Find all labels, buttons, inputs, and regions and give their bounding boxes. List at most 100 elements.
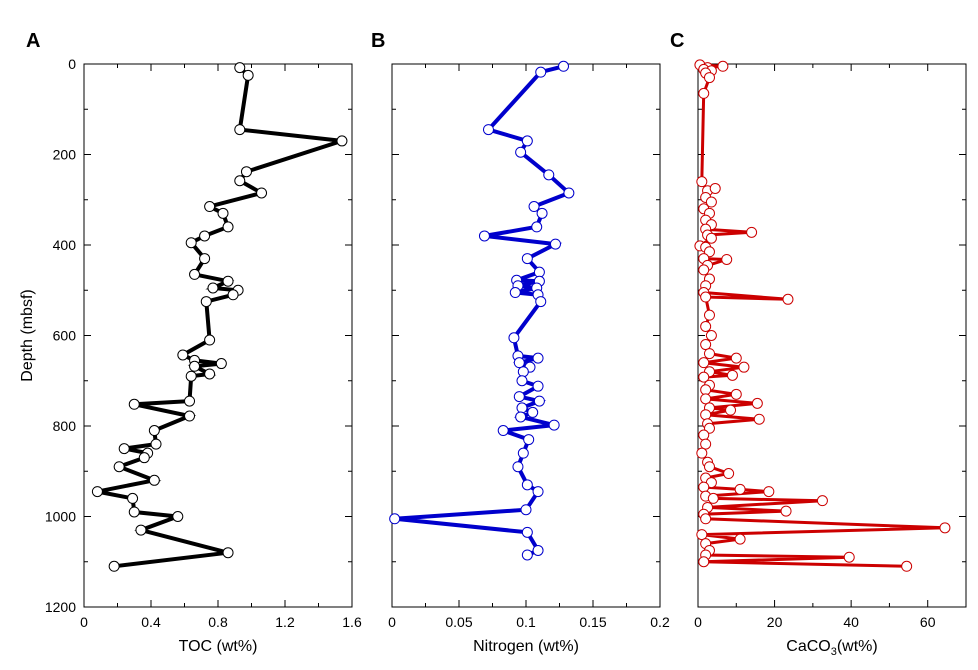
- data-point: [721, 253, 733, 265]
- panel-c: C 0 20 40 60 CaCO3(wt%): [670, 30, 967, 658]
- x-axis-title-main: CaCO: [786, 638, 830, 655]
- series-line: [394, 64, 573, 557]
- data-point: [521, 549, 533, 561]
- y-tick-label: 800: [53, 418, 77, 434]
- data-point: [516, 402, 528, 414]
- data-point: [200, 296, 212, 308]
- data-point: [723, 468, 735, 480]
- data-point: [515, 411, 527, 423]
- data-point: [118, 443, 130, 455]
- data-point: [753, 413, 765, 425]
- y-tick-label: 200: [53, 147, 77, 163]
- x-tick-label: 0.4: [141, 614, 161, 630]
- data-point: [700, 409, 712, 421]
- data-point: [336, 135, 348, 147]
- data-point: [696, 176, 708, 188]
- data-point: [698, 556, 710, 568]
- data-point: [515, 146, 527, 158]
- data-point: [521, 479, 533, 491]
- panel-a: A 0 0.4 0.8 1.2 1.6 0 200 400 600 800 1000 1200 TOC (…: [19, 30, 362, 655]
- data-point: [532, 380, 544, 392]
- data-point: [698, 429, 710, 441]
- data-point: [535, 296, 547, 308]
- data-point: [698, 371, 710, 383]
- data-point: [508, 332, 520, 344]
- plot-frame: [697, 63, 967, 608]
- data-point: [138, 452, 150, 464]
- data-point: [234, 62, 246, 74]
- data-point: [780, 505, 792, 517]
- x-axis-title-main: TOC (wt%): [179, 638, 258, 655]
- data-point: [150, 438, 162, 450]
- data-point: [204, 334, 216, 346]
- data-point: [189, 360, 201, 372]
- data-point: [700, 384, 712, 396]
- x-tick-label: 0: [694, 614, 702, 630]
- data-point: [533, 395, 545, 407]
- data-point: [215, 358, 227, 370]
- data-point: [705, 232, 717, 244]
- data-point: [256, 187, 268, 199]
- data-point: [521, 253, 533, 265]
- data-point: [389, 513, 401, 525]
- x-axis-title-subscript: 3: [831, 646, 837, 658]
- data-point: [703, 72, 715, 84]
- data-point: [516, 375, 528, 387]
- data-point: [222, 221, 234, 233]
- x-tick-label: 0.2: [650, 614, 670, 630]
- data-point: [185, 370, 197, 382]
- data-point: [939, 522, 951, 534]
- data-point: [532, 486, 544, 498]
- data-point: [698, 264, 710, 276]
- data-point: [204, 368, 216, 380]
- x-axis-title-main: Nitrogen (wt%): [473, 638, 579, 655]
- data-point: [509, 287, 521, 299]
- data-point: [199, 230, 211, 242]
- data-point: [148, 425, 160, 437]
- x-tick-label: 0.15: [579, 614, 606, 630]
- data-point: [482, 124, 494, 136]
- x-axis-title-tail: (wt%): [837, 638, 878, 655]
- data-point: [746, 226, 758, 238]
- data-point: [698, 87, 710, 99]
- data-point: [172, 511, 184, 522]
- data-point: [517, 447, 529, 459]
- x-tick-label: 0.05: [445, 614, 472, 630]
- data-point: [222, 275, 234, 287]
- data-point: [184, 395, 196, 407]
- data-point: [698, 357, 710, 369]
- data-point: [558, 60, 570, 72]
- x-tick-label: 60: [920, 614, 936, 630]
- data-point: [730, 352, 742, 364]
- data-point: [128, 506, 140, 518]
- data-point: [705, 196, 717, 208]
- data-point: [717, 60, 729, 72]
- data-point: [543, 169, 555, 181]
- data-point: [563, 187, 575, 199]
- x-axis-title: TOC (wt%): [179, 638, 258, 655]
- data-point: [135, 524, 147, 536]
- x-tick-label: 0.1: [516, 614, 536, 630]
- data-point: [242, 69, 254, 81]
- data-point: [763, 486, 775, 498]
- data-point: [184, 410, 196, 422]
- data-point: [222, 547, 234, 559]
- data-point: [199, 253, 211, 265]
- data-point: [726, 369, 738, 381]
- data-point: [734, 533, 746, 545]
- data-point: [513, 357, 525, 369]
- x-axis-title: Nitrogen (wt%): [473, 638, 579, 655]
- data-point: [700, 393, 712, 405]
- data-point: [698, 481, 710, 493]
- data-point: [108, 560, 120, 572]
- data-point: [705, 330, 717, 341]
- plot-frame: [83, 63, 353, 608]
- data-point: [703, 461, 715, 473]
- data-point: [548, 419, 560, 431]
- data-point: [204, 201, 216, 213]
- y-axis-title: Depth (mbsf): [19, 289, 36, 381]
- x-tick-label: 0: [388, 614, 396, 630]
- data-point: [189, 268, 201, 280]
- data-point: [549, 238, 561, 250]
- y-tick-label: 0: [68, 56, 76, 72]
